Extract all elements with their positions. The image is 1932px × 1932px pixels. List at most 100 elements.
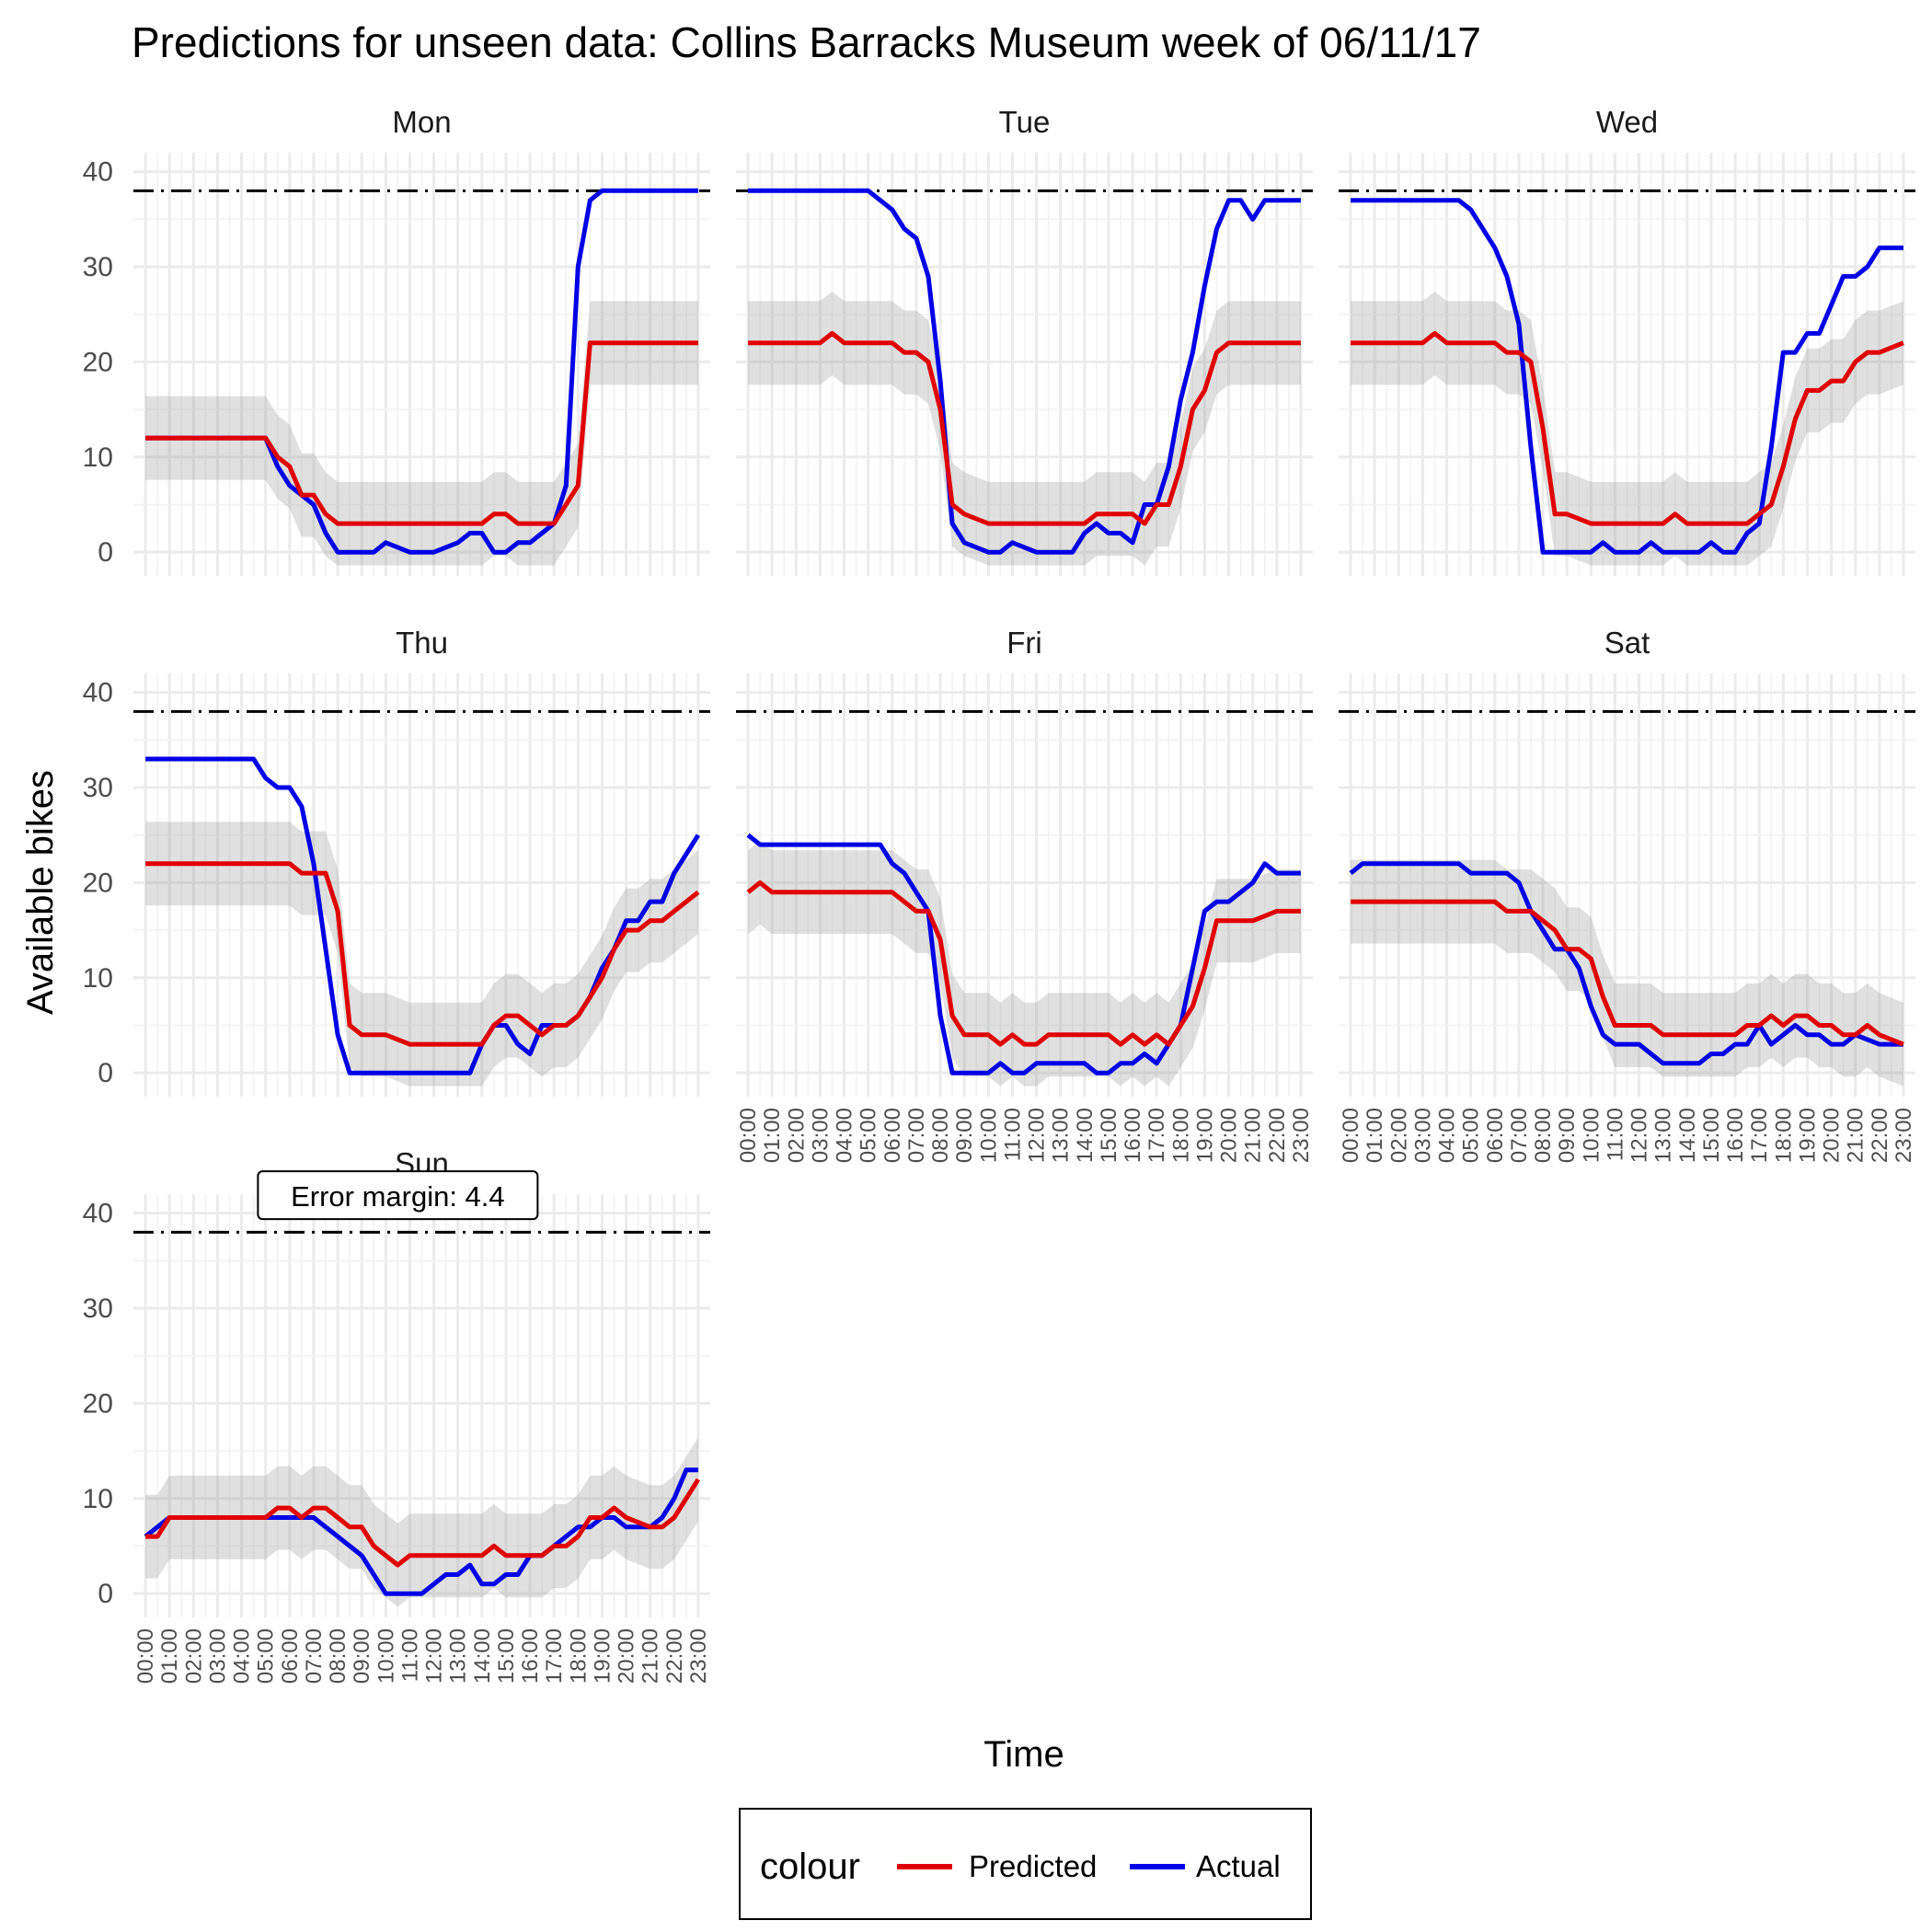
panel-strip-label: Tue <box>999 105 1051 139</box>
series-line-predicted <box>145 861 700 1047</box>
annotation-box <box>257 1170 539 1221</box>
legend: colour Predicted Actual <box>739 1808 1312 1920</box>
x-tick-label: 04:00 <box>833 1108 857 1163</box>
panel-strip-label: Thu <box>396 626 448 660</box>
series-line-predicted <box>1351 330 1904 526</box>
x-tick-label: 02:00 <box>784 1108 809 1163</box>
x-tick-label: 11:00 <box>1000 1108 1025 1161</box>
x-tick-label: 00:00 <box>1339 1108 1363 1163</box>
x-tick-label: 03:00 <box>205 1628 230 1684</box>
x-tick-label: 14:00 <box>1675 1108 1700 1163</box>
error-band <box>748 840 1301 1087</box>
x-tick-label: 07:00 <box>904 1108 929 1163</box>
series-line-predicted <box>1351 899 1904 1047</box>
error-band <box>145 822 698 1087</box>
legend-label-predicted: Predicted <box>969 1849 1097 1883</box>
x-tick-label: 18:00 <box>566 1628 591 1684</box>
error-band <box>748 291 1301 566</box>
panel-fri: Fri 00:00 01:00 02:00 03:00 04:00 05:00 06:00 07… <box>736 626 1314 1163</box>
x-tick-label: 13:00 <box>446 1628 471 1684</box>
panel-strip-label: Sat <box>1604 626 1650 660</box>
x-tick-label: 03:00 <box>1410 1108 1435 1163</box>
series-line-predicted <box>746 880 1301 1047</box>
annotation-label: Error margin: 4.4 <box>291 1180 505 1213</box>
y-tick-label: 30 <box>83 1294 113 1324</box>
y-tick-label: 0 <box>98 1579 113 1609</box>
x-tick-label: 23:00 <box>686 1628 711 1684</box>
x-tick-label: 10:00 <box>374 1628 398 1684</box>
y-tick-label: 10 <box>83 443 113 473</box>
panel-mon: Mon 0 10 20 30 40 <box>83 105 710 576</box>
x-tick-label: 16:00 <box>1723 1108 1748 1163</box>
series-line-actual <box>1349 861 1903 1066</box>
x-tick-label: 05:00 <box>857 1108 881 1163</box>
panel-strip-label: Fri <box>1006 626 1041 660</box>
x-tick-label: 00:00 <box>736 1108 761 1163</box>
x-tick-label: 06:00 <box>278 1628 303 1684</box>
panel-thu: Thu 0 10 20 30 40 <box>83 626 710 1097</box>
x-tick-label: 17:00 <box>542 1628 567 1684</box>
panel-wed: Wed <box>1339 105 1915 576</box>
y-tick-label: 30 <box>83 252 113 282</box>
x-tick-label: 18:00 <box>1168 1108 1193 1163</box>
x-tick-label: 14:00 <box>1073 1108 1098 1163</box>
x-tick-label: 20:00 <box>1820 1108 1845 1163</box>
x-tick-label: 03:00 <box>808 1108 833 1163</box>
x-tick-label: 04:00 <box>230 1628 255 1684</box>
x-tick-label: 10:00 <box>976 1108 1001 1163</box>
x-tick-label: 16:00 <box>518 1628 543 1684</box>
x-tick-label: 19:00 <box>590 1628 615 1684</box>
y-tick-label: 10 <box>83 963 113 994</box>
x-tick-label: 22:00 <box>662 1628 687 1684</box>
series-line-actual <box>144 1467 698 1596</box>
x-tick-label: 08:00 <box>928 1108 953 1163</box>
x-tick-label: 14:00 <box>470 1628 495 1684</box>
y-tick-label: 40 <box>83 678 113 708</box>
x-tick-label: 08:00 <box>1531 1108 1556 1163</box>
x-tick-label: 01:00 <box>157 1628 182 1684</box>
x-tick-label: 02:00 <box>181 1628 206 1684</box>
x-tick-label: 05:00 <box>254 1628 279 1684</box>
y-tick-label: 40 <box>83 1199 113 1229</box>
panel-strip-label: Mon <box>392 105 451 139</box>
legend-title: colour <box>760 1846 860 1887</box>
x-tick-label: 06:00 <box>1483 1108 1508 1163</box>
y-tick-label: 30 <box>83 773 113 803</box>
x-tick-label: 15:00 <box>494 1628 519 1684</box>
x-tick-label: 21:00 <box>1844 1108 1869 1163</box>
x-tick-label: 19:00 <box>1795 1108 1820 1163</box>
x-tick-label: 02:00 <box>1386 1108 1411 1163</box>
x-tick-label: 01:00 <box>760 1108 785 1163</box>
legend-box <box>739 1808 1312 1920</box>
y-tick-label: 20 <box>83 1388 113 1419</box>
x-tick-label: 13:00 <box>1049 1108 1074 1163</box>
x-tick-label: 15:00 <box>1097 1108 1121 1163</box>
series-line-predicted <box>145 340 698 526</box>
x-tick-label: 17:00 <box>1144 1108 1169 1163</box>
panel-sat: Sat 00:00 01:00 02:00 03:00 04:00 05:00 06:00 07… <box>1339 626 1916 1163</box>
y-tick-label: 40 <box>83 157 113 188</box>
x-tick-label: 12:00 <box>1025 1108 1050 1163</box>
y-tick-label: 20 <box>83 347 113 377</box>
x-tick-label: 12:00 <box>422 1628 447 1684</box>
x-tick-label: 20:00 <box>1217 1108 1242 1163</box>
x-tick-label: 20:00 <box>615 1628 639 1684</box>
x-tick-label: 01:00 <box>1363 1108 1387 1163</box>
x-tick-label: 18:00 <box>1771 1108 1796 1163</box>
x-tick-label: 15:00 <box>1699 1108 1724 1163</box>
x-axis-title: Time <box>983 1734 1064 1775</box>
y-axis-title: Available bikes <box>20 770 61 1015</box>
x-tick-label: 06:00 <box>880 1108 905 1163</box>
x-tick-label: 19:00 <box>1192 1108 1217 1163</box>
x-tick-label: 07:00 <box>302 1628 327 1684</box>
x-tick-label: 16:00 <box>1121 1108 1145 1163</box>
series-line-actual <box>1351 198 1903 555</box>
x-tick-label: 08:00 <box>326 1628 351 1684</box>
x-tick-label: 05:00 <box>1459 1108 1484 1163</box>
x-tick-label: 21:00 <box>1241 1108 1266 1163</box>
x-tick-label: 23:00 <box>1892 1108 1916 1163</box>
x-tick-label: 11:00 <box>397 1628 422 1682</box>
